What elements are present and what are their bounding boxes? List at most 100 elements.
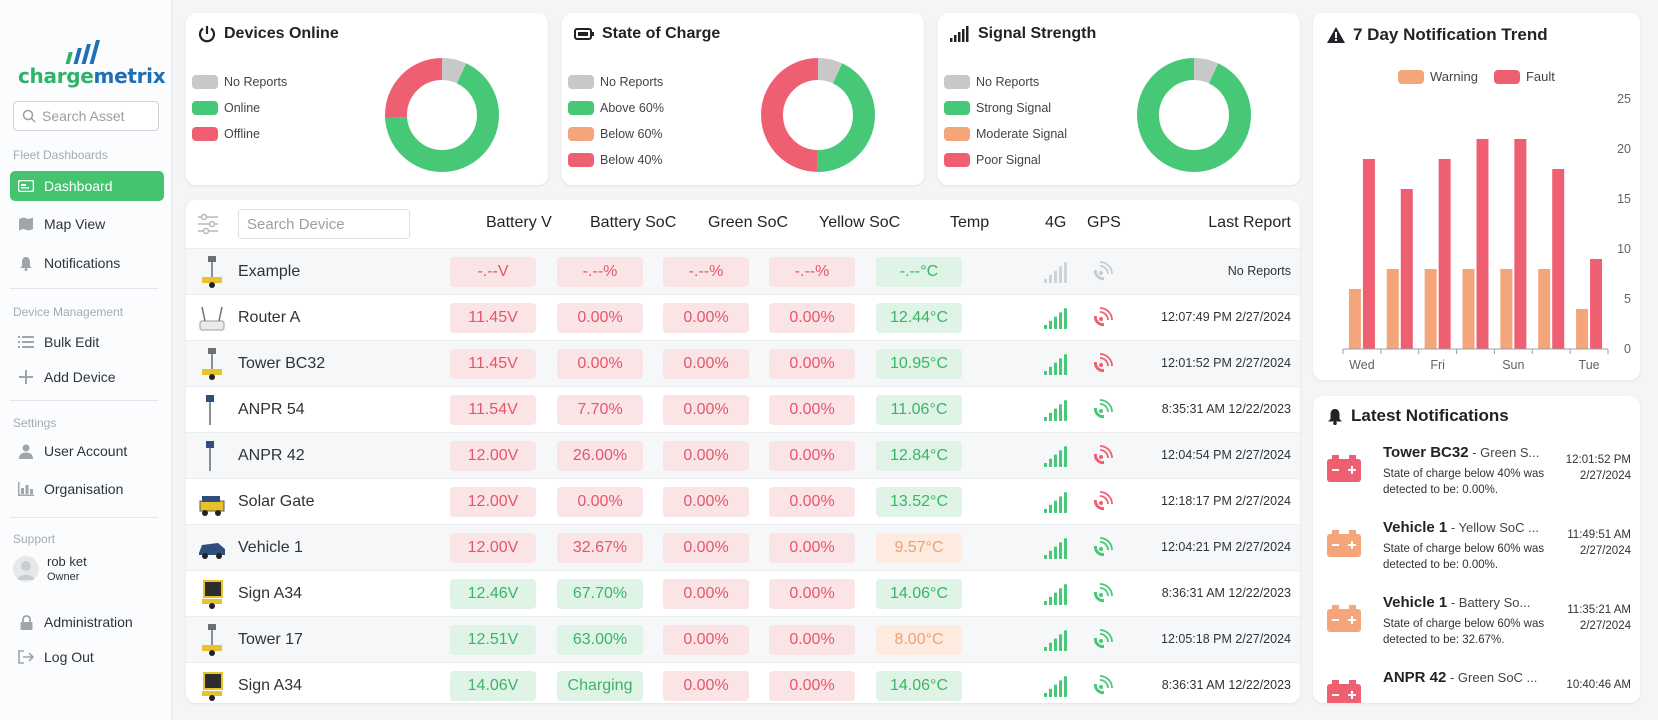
state-of-charge-donut-chart[interactable] [758,55,878,175]
legend-item[interactable]: No Reports [568,69,664,95]
y-tick-label: 25 [1617,92,1631,106]
search-device-input[interactable]: Search Device [238,209,410,239]
donut-segment-strong-signal[interactable] [1137,58,1251,172]
col-header-yellow-soc[interactable]: Yellow SoC [819,214,901,231]
sidebar-item-organisation[interactable]: Organisation [10,474,164,504]
col-header-gps[interactable]: GPS [1087,214,1121,231]
legend-label: No Reports [224,75,288,89]
col-header-temp[interactable]: Temp [950,214,990,231]
device-name[interactable]: Example [238,263,301,280]
donut-segment-below-40-[interactable] [761,58,875,172]
green-soc-pill: 0.00% [663,625,749,655]
signal-bars-icon [950,26,969,42]
bar-fault-sun[interactable] [1514,139,1527,349]
bar-warning-tue[interactable] [1576,309,1589,349]
yellow-soc-pill: 0.00% [769,441,855,471]
sidebar-item-dashboard[interactable]: Dashboard [10,171,164,201]
legend-item[interactable]: Below 60% [568,121,664,147]
sidebar-item-map-view[interactable]: Map View [10,209,164,239]
battery-soc-pill: -.--% [557,257,643,287]
donut-segment-above-60-[interactable] [761,58,875,172]
sidebar-item-log-out[interactable]: Log Out [10,642,164,672]
bar-warning-wed[interactable] [1348,289,1361,349]
table-row[interactable]: Sign A34 12.46V 67.70% 0.00% 0.00% 14.06°C 8:3… [186,570,1300,616]
bar-warning-fri[interactable] [1424,269,1437,349]
filter-sliders-icon[interactable] [196,212,220,236]
legend-swatch-online [192,101,218,115]
bar-warning-thu[interactable] [1386,269,1399,349]
legend-item[interactable]: Above 60% [568,95,664,121]
bar-fault-fri[interactable] [1438,159,1451,349]
battery-alert-icon [1327,455,1361,482]
sidebar-item-user-account[interactable]: User Account [10,436,164,466]
table-row[interactable]: Router A 11.45V 0.00% 0.00% 0.00% 12.44°C 12:0… [186,294,1300,340]
col-header-battery-soc[interactable]: Battery SoC [590,214,677,231]
table-row[interactable]: Solar Gate 12.00V 0.00% 0.00% 0.00% 13.52°C 12… [186,478,1300,524]
table-row[interactable]: Example -.--V -.--% -.--% -.--% -.--°C No Repo… [186,248,1300,294]
device-name[interactable]: ANPR 54 [238,401,305,418]
table-row[interactable]: ANPR 54 11.54V 7.70% 0.00% 0.00% 11.06°C 8:35:… [186,386,1300,432]
table-row[interactable]: Tower BC32 11.45V 0.00% 0.00% 0.00% 10.95°C 12… [186,340,1300,386]
chargemetrix-logo[interactable]: chargemetrix [18,38,166,88]
last-report-time: 12:05:18 PM 2/27/2024 [1161,632,1291,646]
device-name[interactable]: Tower 17 [238,631,303,648]
sidebar-item-notifications[interactable]: Notifications [10,248,164,278]
bar-warning-sat[interactable] [1462,269,1475,349]
sidebar-item-add-device[interactable]: Add Device [10,362,164,392]
legend-item-fault[interactable]: Fault [1493,69,1555,84]
bar-warning-mon[interactable] [1538,269,1551,349]
signal-strength-donut-chart[interactable] [1134,55,1254,175]
bar-fault-tue[interactable] [1590,259,1603,349]
legend-item-warning[interactable]: Warning [1398,69,1478,84]
notification-item[interactable]: Tower BC32 - Green S... State of charge b… [1327,444,1633,520]
battery-soc-pill: 32.67% [557,533,643,563]
sidebar-item-administration[interactable]: Administration [10,607,164,637]
bar-fault-thu[interactable] [1400,189,1413,349]
temp-pill: 11.06°C [876,395,962,425]
legend-item[interactable]: No Reports [944,69,1067,95]
logo-text: chargemetrix [18,64,166,88]
device-name[interactable]: Vehicle 1 [238,539,303,556]
power-icon [198,26,216,43]
section-settings: Settings [13,416,57,430]
sidebar-item-bulk-edit[interactable]: Bulk Edit [10,327,164,357]
col-header-last-report[interactable]: Last Report [1208,214,1291,231]
donut-segment-offline[interactable] [385,58,499,172]
col-header-green-soc[interactable]: Green SoC [708,214,789,231]
notification-item[interactable]: ANPR 42 - Green SoC ... 10:40:46 AM [1327,669,1633,703]
search-asset-input[interactable]: Search Asset [13,101,159,131]
notification-trend-bar-chart[interactable]: Wed Fri Sun Tue 0 5 10 15 20 25 [1313,13,1640,380]
legend-item[interactable]: Strong Signal [944,95,1067,121]
device-name[interactable]: Sign A34 [238,585,303,602]
legend-item[interactable]: Offline [192,121,287,147]
table-row[interactable]: Tower 17 12.51V 63.00% 0.00% 0.00% 8.00°C 12:0… [186,616,1300,662]
table-row[interactable]: Vehicle 1 12.00V 32.67% 0.00% 0.00% 9.57°C 12:… [186,524,1300,570]
legend-item[interactable]: Below 40% [568,147,664,173]
legend-item[interactable]: No Reports [192,69,287,95]
device-name[interactable]: Sign A34 [238,677,303,694]
legend-swatch-offline [192,127,218,141]
device-name[interactable]: ANPR 42 [238,447,305,464]
table-row[interactable]: Sign A34 14.06V Charging 0.00% 0.00% 14.06°C 8… [186,662,1300,703]
legend-item[interactable]: Moderate Signal [944,121,1067,147]
legend-item[interactable]: Online [192,95,287,121]
bar-fault-sat[interactable] [1476,139,1489,349]
device-name[interactable]: Tower BC32 [238,355,326,372]
notification-item[interactable]: Vehicle 1 - Battery So... State of charge… [1327,594,1633,670]
table-header: Search Device Battery V Battery SoC Gree… [186,200,1300,248]
devices-online-donut-chart[interactable] [382,55,502,175]
bar-fault-mon[interactable] [1552,169,1565,349]
legend-label: Below 40% [600,153,663,167]
col-header-battery-v[interactable]: Battery V [486,214,552,231]
notification-item[interactable]: Vehicle 1 - Yellow SoC ... State of charg… [1327,519,1633,595]
bar-warning-sun[interactable] [1500,269,1513,349]
device-name[interactable]: Solar Gate [238,493,315,510]
table-row[interactable]: ANPR 42 12.00V 26.00% 0.00% 0.00% 12.84°C 12:0… [186,432,1300,478]
user-profile[interactable]: rob ket Owner [13,554,87,583]
bar-fault-wed[interactable] [1362,159,1375,349]
col-header-4g[interactable]: 4G [1045,214,1067,231]
legend-item[interactable]: Poor Signal [944,147,1067,173]
notification-time: 10:40:46 AM [1566,679,1631,691]
device-name[interactable]: Router A [238,309,301,326]
donut-segment-online[interactable] [385,58,499,172]
